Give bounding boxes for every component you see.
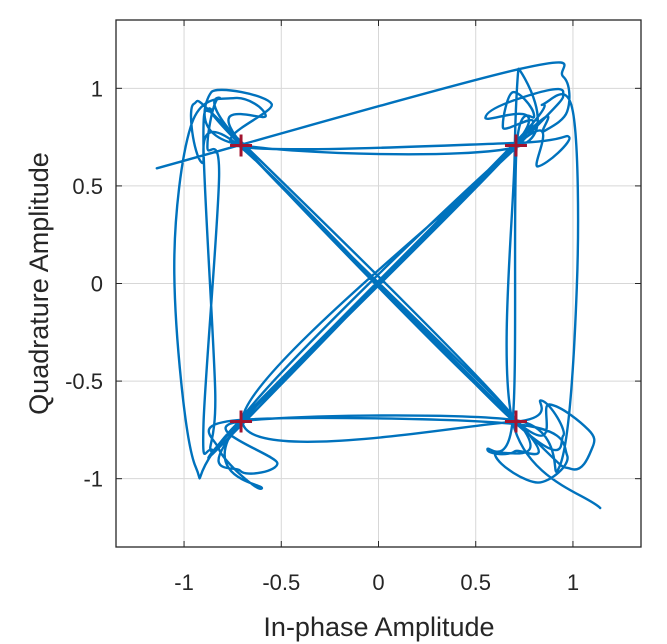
x-tick-label: 0	[372, 570, 384, 595]
signal-trajectory-line	[155, 61, 602, 510]
axis-ticks: -1 -0.5 0 0.5 1 -1 -0.5 0 0.5 1	[65, 20, 641, 595]
x-tick-label: -0.5	[262, 570, 300, 595]
y-tick-label: 0.5	[72, 174, 103, 199]
constellation-point-marker	[230, 134, 253, 157]
x-tick-label: 0.5	[460, 570, 491, 595]
y-tick-label: 0	[91, 272, 103, 297]
trajectory-layer	[155, 61, 602, 510]
constellation-markers	[230, 134, 527, 433]
x-tick-label: -1	[174, 570, 194, 595]
constellation-point-marker	[230, 410, 253, 433]
y-tick-label: 1	[91, 76, 103, 101]
constellation-point-marker	[504, 134, 527, 157]
x-tick-label: 1	[567, 570, 579, 595]
y-axis-title: Quadrature Amplitude	[24, 152, 54, 415]
y-tick-label: -1	[83, 467, 103, 492]
x-axis-title: In-phase Amplitude	[263, 612, 494, 642]
constellation-point-marker	[504, 410, 527, 433]
y-tick-label: -0.5	[65, 369, 103, 394]
